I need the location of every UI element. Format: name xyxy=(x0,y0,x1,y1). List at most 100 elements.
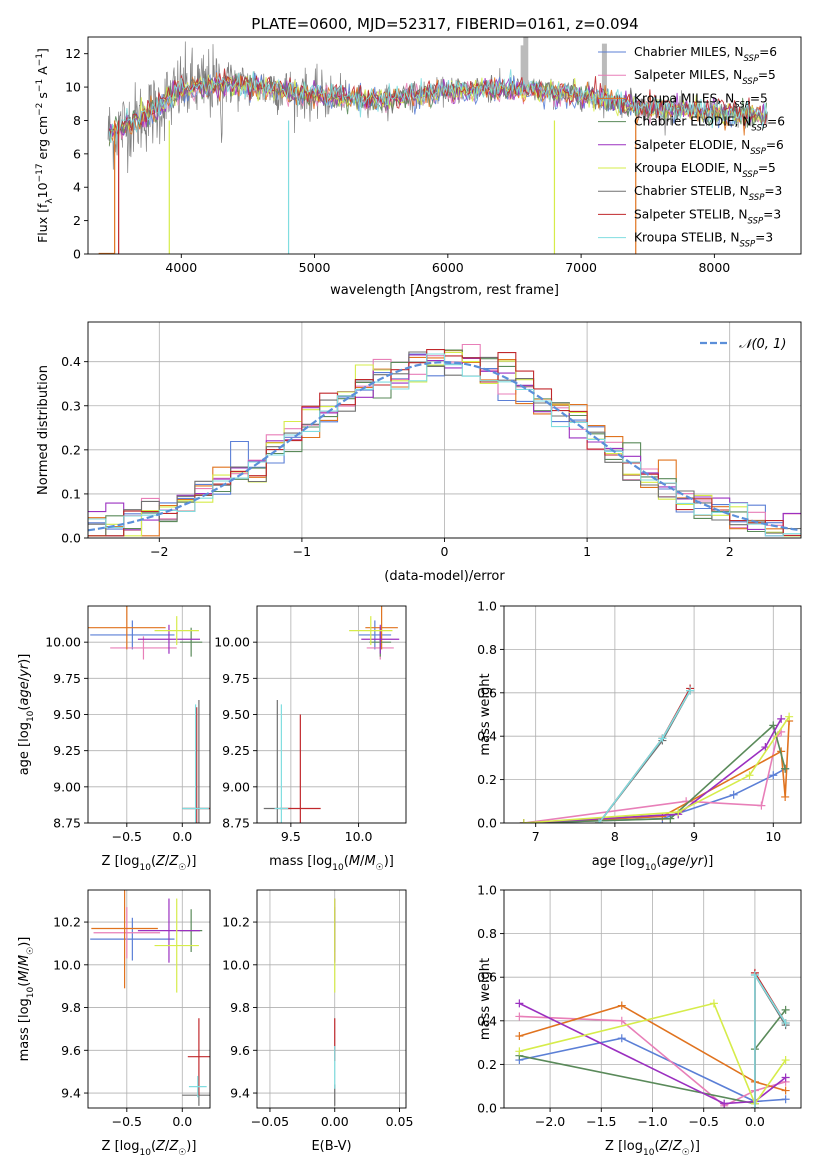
x-tick-label: 0.0 xyxy=(172,829,192,844)
chart-layer: 4000 5000 6000 7000 8000024681012wavelength … xyxy=(17,36,802,1158)
axis-label-part: 10 xyxy=(35,182,50,198)
axis-label-part: ☉ xyxy=(26,947,36,955)
axis-label-part: yr xyxy=(17,662,32,678)
series-marker-chabrier_miles xyxy=(729,790,738,799)
y-tick-label: 0.2 xyxy=(477,772,497,787)
axis-label-part: ( xyxy=(344,854,349,869)
x-tick-label: 2 xyxy=(726,544,734,559)
legend-value: =5 xyxy=(750,91,768,105)
series-line-kroupa_miles xyxy=(519,1004,786,1092)
series-marker-kroupa_stelib xyxy=(750,971,759,980)
model-fit-salpeter_stelib xyxy=(108,68,768,135)
series-marker-kroupa_elodie xyxy=(519,819,528,823)
x-tick-label: 7 xyxy=(532,829,540,844)
x-axis-label: Z [log10(Z/Z☉)] xyxy=(605,1139,700,1158)
histogram-kroupa_stelib xyxy=(88,353,801,537)
y-tick-label: 9.25 xyxy=(53,743,81,758)
axis-label-part: M xyxy=(349,854,360,869)
series-marker-kroupa_stelib xyxy=(781,1018,790,1027)
legend-n: N xyxy=(740,184,749,198)
figure-title: PLATE=0600, MJD=52317, FIBERID=0161, z=0… xyxy=(251,15,638,33)
y-axis-label: age [log10(age/yr)] xyxy=(17,654,36,776)
plot-area xyxy=(88,343,801,537)
axis-label-part: E(B-V) xyxy=(311,1139,351,1154)
x-tick-label: −2 xyxy=(150,544,168,559)
x-tick-label: 4000 xyxy=(165,260,197,275)
x-tick-label: 0.05 xyxy=(386,1114,414,1129)
axis-label-part: −1 xyxy=(35,79,45,92)
x-tick-label: 0.00 xyxy=(321,1114,349,1129)
axis-label-part: / xyxy=(686,854,691,869)
series-marker-salpeter_miles xyxy=(617,1016,626,1025)
series-marker-kroupa_stelib xyxy=(686,686,695,695)
legend-n: N xyxy=(738,207,747,221)
axis-label-part: Flux [f xyxy=(35,203,50,243)
normal-curve xyxy=(88,360,801,532)
axis-label-part: 10 xyxy=(645,863,657,873)
legend-entry: Chabrier STELIB, NSSP=3 xyxy=(634,184,782,203)
axis-label-part: −2 xyxy=(35,103,45,116)
y-tick-label: 10.00 xyxy=(214,635,250,650)
series-line-chabrier_stelib xyxy=(754,972,787,1108)
series-marker-kroupa_miles xyxy=(781,792,790,801)
axis-label-part: ( xyxy=(656,854,661,869)
series-line-kroupa_stelib xyxy=(754,972,787,1108)
series-marker-kroupa_stelib xyxy=(750,1104,759,1108)
axis-label-part: Z xyxy=(155,1139,166,1154)
axis-label-part: / xyxy=(668,1139,673,1154)
axis-label-part: erg cm xyxy=(35,116,50,164)
legend-value: =6 xyxy=(766,138,784,152)
x-tick-label: 0 xyxy=(441,544,449,559)
y-tick-label: 4 xyxy=(73,180,81,195)
series-marker-salpeter_miles xyxy=(757,801,766,810)
legend-entry: Kroupa STELIB, NSSP=3 xyxy=(634,231,773,250)
legend-sub: SSP xyxy=(740,240,756,250)
y-tick-label: 10.0 xyxy=(222,957,250,972)
axis-label-part: age xyxy=(17,681,32,705)
y-tick-label: 9.8 xyxy=(230,1000,250,1015)
legend-entry: 𝒩(0, 1) xyxy=(739,337,786,352)
axis-label-part: ( xyxy=(654,1139,659,1154)
y-tick-label: 1.0 xyxy=(477,883,497,898)
series-marker-chabrier_elodie xyxy=(781,1005,790,1014)
x-tick-label: 9.5 xyxy=(281,829,301,844)
legend-value: =6 xyxy=(759,45,777,59)
series-marker-kroupa_elodie xyxy=(515,1047,524,1056)
y-tick-label: 6 xyxy=(73,146,81,161)
y-tick-label: 0 xyxy=(73,247,81,262)
y-tick-label: 9.4 xyxy=(230,1086,250,1101)
series-marker-chabrier_miles xyxy=(781,1095,790,1104)
y-tick-label: 9.50 xyxy=(222,707,250,722)
y-tick-label: 0.2 xyxy=(61,442,81,457)
y-tick-label: 0.1 xyxy=(61,486,81,501)
legend: Chabrier MILES, NSSP=6 Salpeter MILES, NS… xyxy=(598,45,785,250)
axis-label-part: age [log xyxy=(592,854,645,869)
y-tick-label: 10 xyxy=(65,80,81,95)
legend-entry: Chabrier MILES, NSSP=6 xyxy=(634,45,777,64)
axis-label-part: / xyxy=(360,854,365,869)
axis-label-part: )] xyxy=(690,1139,700,1154)
series-marker-kroupa_stelib xyxy=(595,819,604,823)
axis-label-part: )] xyxy=(17,654,32,664)
x-tick-label: 1 xyxy=(583,544,591,559)
axis-label-part: 10 xyxy=(26,986,36,998)
axis-label-part: ( xyxy=(151,1139,156,1154)
legend-entry: Salpeter ELODIE, NSSP=6 xyxy=(634,138,784,157)
y-axis-label: Flux [fλ10−17 erg cm−2 s−1 A−1] xyxy=(35,48,55,243)
legend-value: =3 xyxy=(764,184,782,198)
x-tick-label: 0.0 xyxy=(745,1114,765,1129)
mass_vs_Z-panel: −0.5 0.09.49.69.810.010.2Z [log10(Z/Z☉)]m… xyxy=(17,889,211,1158)
plot-area xyxy=(90,890,210,1106)
axis-label-part: Z xyxy=(155,854,166,869)
x-tick-label: −2.0 xyxy=(535,1114,565,1129)
y-tick-label: 8 xyxy=(73,113,81,128)
x-tick-label: 8000 xyxy=(698,260,730,275)
legend-sub: SSP xyxy=(750,147,766,157)
x-tick-label: −0.05 xyxy=(251,1114,289,1129)
axis-label-part: age xyxy=(661,854,685,869)
y-tick-label: 0.4 xyxy=(61,354,81,369)
series-line-kroupa_elodie xyxy=(519,1002,787,1106)
axis-label-part: M xyxy=(17,970,32,981)
y-tick-label: 2 xyxy=(73,213,81,228)
y-tick-label: 10.2 xyxy=(222,915,250,930)
